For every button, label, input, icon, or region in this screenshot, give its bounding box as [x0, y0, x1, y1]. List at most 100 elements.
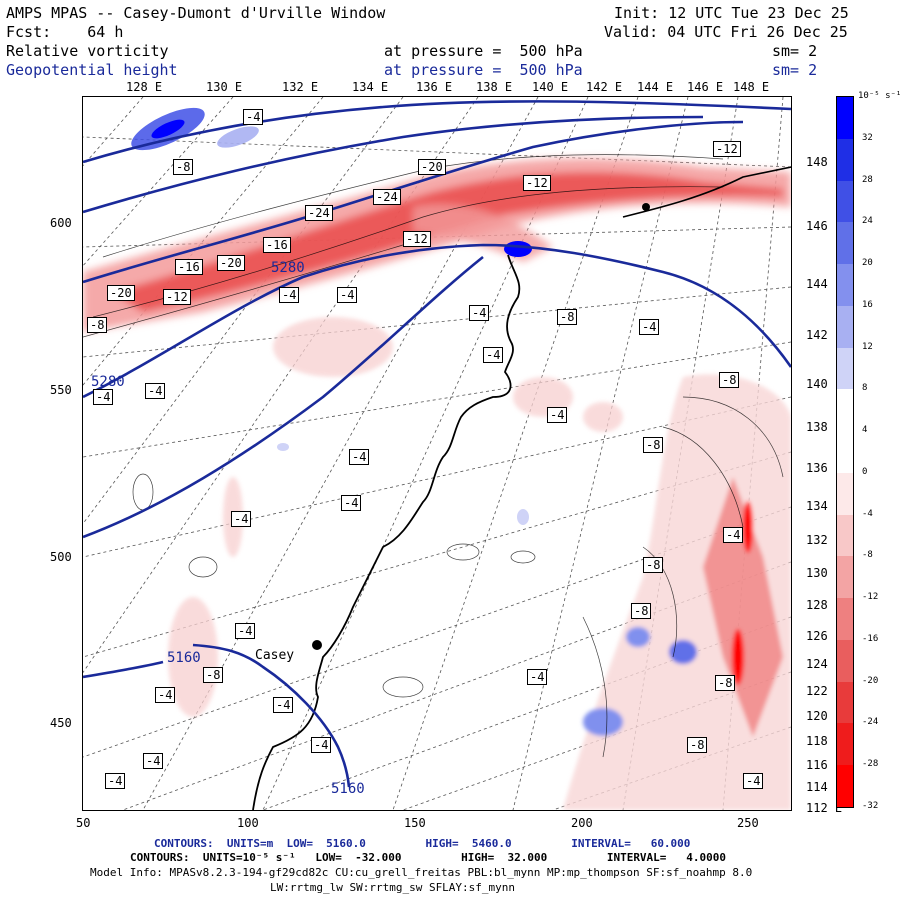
colorbar-tick-label: -8 [862, 550, 873, 561]
vorticity-label: -4 [231, 511, 252, 527]
init-time: Init: 12 UTC Tue 23 Dec 25 [614, 4, 849, 22]
right-lon-label: 120 E [806, 709, 843, 723]
top-lon-label: 132 E [282, 80, 319, 94]
y-axis-label: 450 [50, 716, 72, 730]
vorticity-label: -16 [175, 259, 203, 275]
right-lon-label: 134 E [806, 499, 843, 513]
y-axis-label: 500 [50, 550, 72, 564]
field1-level: at pressure = 500 hPa [384, 42, 583, 60]
colorbar-segment [837, 765, 853, 808]
vorticity-label: -8 [643, 437, 664, 453]
field2-level: at pressure = 500 hPa [384, 61, 583, 79]
negative-vorticity-band [83, 158, 791, 332]
vorticity-label: -8 [643, 557, 664, 573]
colorbar-segment [837, 472, 853, 516]
vorticity-label: -8 [557, 309, 578, 325]
vorticity-label: -8 [173, 159, 194, 175]
vorticity-label: -4 [145, 383, 166, 399]
plot-title: AMPS MPAS -- Casey-Dumont d'Urville Wind… [6, 4, 386, 22]
right-lon-label: 112 E [806, 801, 843, 815]
field1-name: Relative vorticity [6, 42, 169, 60]
vorticity-label: -4 [143, 753, 164, 769]
vorticity-label: -20 [217, 255, 245, 271]
right-lon-label: 146 E [806, 219, 843, 233]
vorticity-label: -20 [418, 159, 446, 175]
colorbar-segment [837, 639, 853, 683]
footer-height-contours: CONTOURS: UNITS=m LOW= 5160.0 HIGH= 5460… [154, 837, 691, 850]
vorticity-label: -4 [279, 287, 300, 303]
vorticity-label: -4 [639, 319, 660, 335]
map-panel[interactable]: Casey 5280 5280 5160 5160 -4 -8 -20 -24 … [82, 96, 792, 811]
colorbar-tick-label: 20 [862, 258, 873, 269]
right-lon-label: 148 E [806, 155, 843, 169]
colorbar-segment [837, 556, 853, 599]
colorbar-segment [837, 598, 853, 641]
x-axis-label: 200 [571, 816, 593, 830]
right-lon-label: 126 E [806, 629, 843, 643]
colorbar-tick-label: 32 [862, 132, 873, 143]
field1-smoothing: sm= 2 [772, 42, 818, 60]
y-axis-label: 550 [50, 383, 72, 397]
colorbar-segment [837, 138, 853, 181]
colorbar-segment [837, 723, 853, 766]
top-lon-label: 134 E [352, 80, 389, 94]
vorticity-label: -4 [93, 389, 114, 405]
vorticity-label: -4 [155, 687, 176, 703]
height-contours [83, 100, 791, 788]
vorticity-label: -4 [341, 495, 362, 511]
vorticity-label: -4 [547, 407, 568, 423]
vorticity-label: -8 [715, 675, 736, 691]
vorticity-label: -8 [719, 372, 740, 388]
colorbar-segment [837, 305, 853, 349]
right-lon-label: 144 E [806, 277, 843, 291]
right-lon-label: 138 E [806, 420, 843, 434]
right-lon-label: 114 E [806, 780, 843, 794]
colorbar-tick-label: 16 [862, 299, 873, 310]
right-lon-label: 136 E [806, 461, 843, 475]
top-lon-label: 130 E [206, 80, 243, 94]
vorticity-label: -16 [263, 237, 291, 253]
colorbar-tick-label: 24 [862, 216, 873, 227]
top-lon-label: 136 E [416, 80, 453, 94]
x-axis-label: 250 [737, 816, 759, 830]
top-lon-label: 140 E [532, 80, 569, 94]
right-lon-label: 132 E [806, 533, 843, 547]
colorbar-tick-label: -28 [862, 759, 879, 770]
vorticity-label: -4 [337, 287, 358, 303]
vorticity-label: -4 [349, 449, 370, 465]
colorbar-segment [837, 681, 853, 724]
footer-radiation-info: LW:rrtmg_lw SW:rrtmg_sw SFLAY:sf_mynn [270, 881, 516, 894]
colorbar-segment [837, 431, 853, 474]
vorticity-label: -4 [723, 527, 744, 543]
colorbar-segment [837, 97, 853, 140]
height-contour-label: 5160 [331, 781, 365, 797]
colorbar-tick-label: 12 [862, 341, 873, 352]
colorbar-tick-label: 0 [862, 466, 868, 477]
convective-region [563, 374, 791, 810]
right-lon-label: 142 E [806, 328, 843, 342]
vorticity-label: -4 [273, 697, 294, 713]
colorbar-tick-label: -20 [862, 675, 879, 686]
y-axis-label: 600 [50, 216, 72, 230]
height-contour-label: 5160 [167, 650, 201, 666]
height-contour-label: 5280 [91, 374, 125, 390]
height-contour-label: 5280 [271, 260, 305, 276]
x-axis-label: 50 [76, 816, 91, 830]
colorbar-tick-label: 28 [862, 174, 873, 185]
footer-model-info: Model Info: MPASv8.2.3-194-gf29cd82c CU:… [90, 866, 753, 879]
right-lon-label: 128 E [806, 598, 843, 612]
station-marker-dumont [642, 203, 650, 211]
coastline-east [622, 166, 791, 218]
colorbar-segment [837, 264, 853, 307]
valid-time: Valid: 04 UTC Fri 26 Dec 25 [604, 23, 848, 41]
colorbar-segment [837, 389, 853, 432]
top-lon-label: 146 E [687, 80, 724, 94]
vorticity-label: -4 [527, 669, 548, 685]
footer-vorticity-contours: CONTOURS: UNITS=10⁻⁵ s⁻¹ LOW= -32.000 HI… [130, 851, 727, 864]
colorbar-tick-label: -24 [862, 717, 879, 728]
right-lon-label: 116 E [806, 758, 843, 772]
colorbar-segment [837, 347, 853, 390]
colorbar-tick-label: -4 [862, 508, 873, 519]
vorticity-label: -12 [403, 231, 431, 247]
top-lon-label: 148 E [733, 80, 770, 94]
